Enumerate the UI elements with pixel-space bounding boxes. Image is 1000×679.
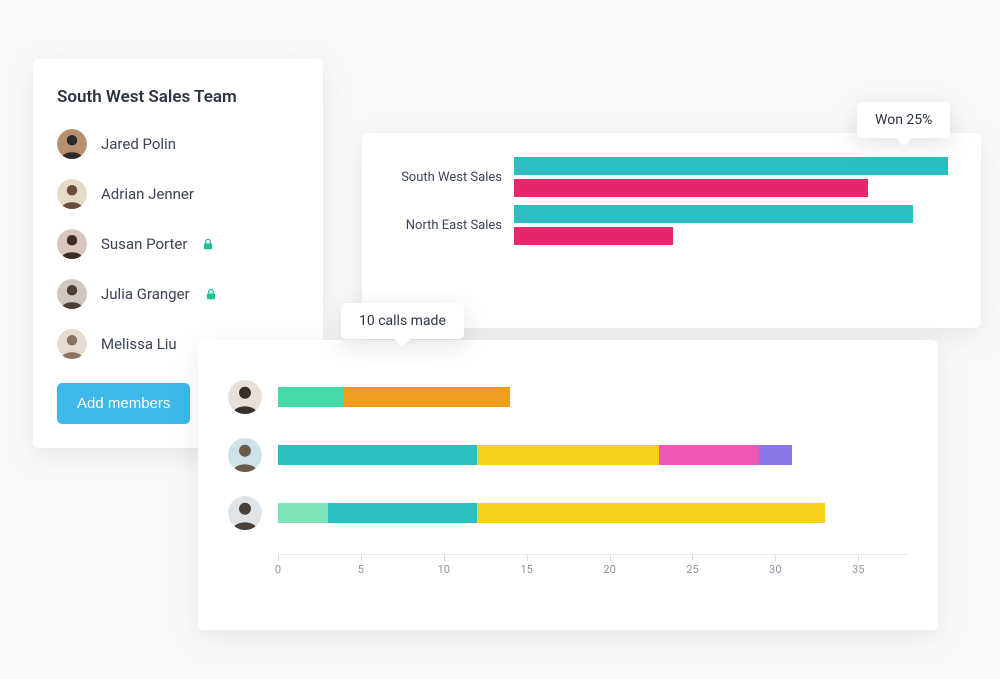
lock-icon xyxy=(201,237,215,251)
avatar xyxy=(57,279,87,309)
grouped-chart-row: North East Sales xyxy=(372,205,957,245)
member-list: Jared Polin Adrian Jenner Susan Porter J… xyxy=(57,129,299,359)
avatar xyxy=(228,438,262,472)
axis-tick xyxy=(610,555,611,561)
axis-label: 5 xyxy=(358,563,364,576)
avatar xyxy=(57,329,87,359)
stacked-chart-row xyxy=(228,380,908,414)
bar-series-b[interactable] xyxy=(514,179,868,197)
calls-tooltip-text: 10 calls made xyxy=(359,313,446,329)
avatar xyxy=(57,129,87,159)
axis-tick xyxy=(527,555,528,561)
bar-series-a[interactable] xyxy=(514,205,913,223)
stacked-segment[interactable] xyxy=(477,445,659,465)
axis-tick xyxy=(444,555,445,561)
member-name: Adrian Jenner xyxy=(101,185,194,203)
lock-icon xyxy=(204,287,218,301)
axis-label: 20 xyxy=(603,563,615,576)
stacked-segment[interactable] xyxy=(659,445,758,465)
axis-tick xyxy=(775,555,776,561)
member-row[interactable]: Jared Polin xyxy=(57,129,299,159)
bar-series-b[interactable] xyxy=(514,227,673,245)
stacked-chart-row xyxy=(228,496,908,530)
stacked-segment[interactable] xyxy=(759,445,792,465)
group-label: North East Sales xyxy=(372,218,502,233)
member-name: Melissa Liu xyxy=(101,335,177,353)
bar-series-a[interactable] xyxy=(514,157,948,175)
stacked-segment[interactable] xyxy=(278,503,328,523)
axis-tick xyxy=(692,555,693,561)
member-name: Susan Porter xyxy=(101,235,187,253)
avatar xyxy=(228,496,262,530)
avatar xyxy=(57,229,87,259)
stacked-segment[interactable] xyxy=(344,387,510,407)
stacked-segment[interactable] xyxy=(328,503,477,523)
axis-label: 0 xyxy=(275,563,281,576)
group-label: South West Sales xyxy=(372,170,502,185)
stacked-chart-rows xyxy=(228,380,908,530)
stacked-bar-chart-card: 0 5 10 15 20 25 30 35 xyxy=(198,340,938,630)
member-row[interactable]: Julia Granger xyxy=(57,279,299,309)
team-title: South West Sales Team xyxy=(57,87,299,107)
avatar xyxy=(228,380,262,414)
stacked-chart-row xyxy=(228,438,908,472)
axis-tick xyxy=(858,555,859,561)
group-bars xyxy=(514,205,957,245)
add-members-button[interactable]: Add members xyxy=(57,383,190,424)
grouped-chart-row: South West Sales xyxy=(372,157,957,197)
stacked-track xyxy=(278,445,908,465)
axis-tick xyxy=(278,555,279,561)
won-tooltip: Won 25% xyxy=(857,102,950,138)
member-row[interactable]: Susan Porter xyxy=(57,229,299,259)
group-bars xyxy=(514,157,957,197)
member-name: Jared Polin xyxy=(101,135,176,153)
axis-label: 25 xyxy=(686,563,698,576)
calls-tooltip: 10 calls made xyxy=(341,303,464,339)
stacked-track xyxy=(278,387,908,407)
axis-label: 10 xyxy=(438,563,450,576)
stacked-segment[interactable] xyxy=(278,387,344,407)
axis-tick xyxy=(361,555,362,561)
stacked-segment[interactable] xyxy=(477,503,825,523)
stacked-track xyxy=(278,503,908,523)
axis-label: 15 xyxy=(520,563,532,576)
grouped-bar-chart-card: South West Sales North East Sales xyxy=(362,133,981,328)
grouped-chart-rows: South West Sales North East Sales xyxy=(372,157,957,245)
stacked-segment[interactable] xyxy=(278,445,477,465)
avatar xyxy=(57,179,87,209)
axis-label: 30 xyxy=(769,563,781,576)
member-row[interactable]: Adrian Jenner xyxy=(57,179,299,209)
axis-label: 35 xyxy=(852,563,864,576)
x-axis: 0 5 10 15 20 25 30 35 xyxy=(278,554,908,584)
member-name: Julia Granger xyxy=(101,285,190,303)
won-tooltip-text: Won 25% xyxy=(875,112,932,128)
